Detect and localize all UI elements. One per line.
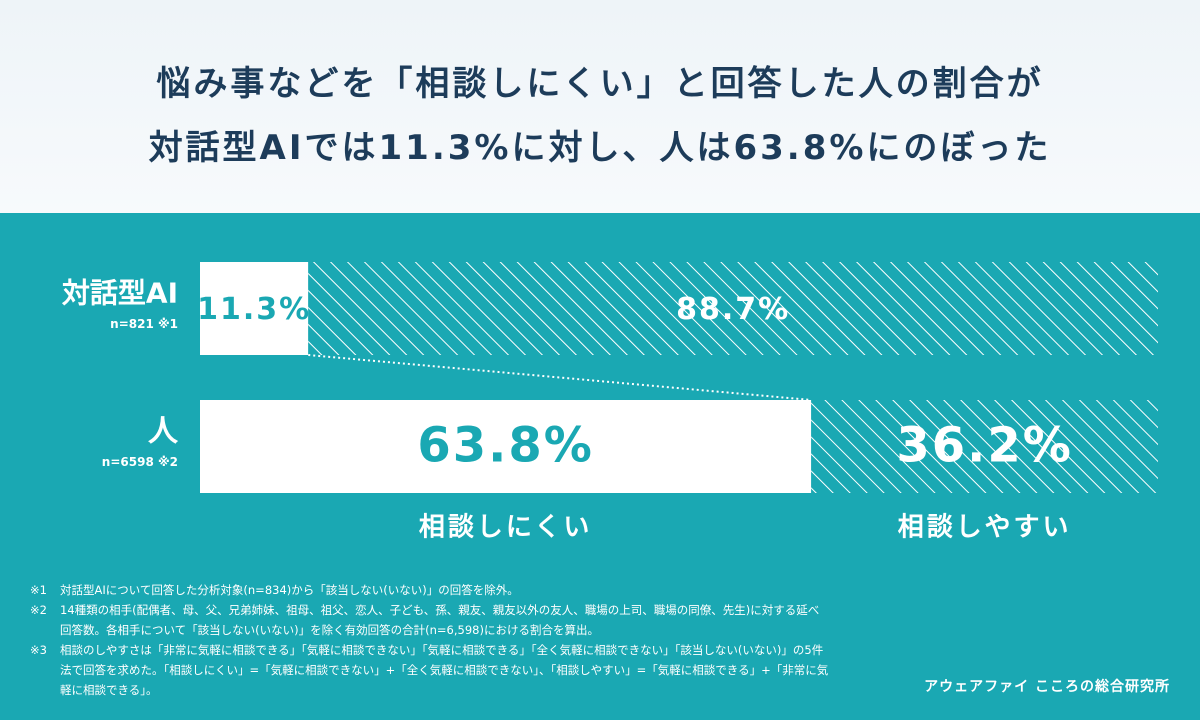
bar-segment [811, 400, 1158, 493]
bar-segment [200, 262, 309, 355]
legend-label: 相談しやすい [898, 513, 1072, 543]
value-label: 88.7% [676, 292, 790, 327]
title-line: 対話型AIでは11.3%に対し、人は63.8%にのぼった [148, 128, 1052, 168]
category-label: 対話型AI [62, 277, 178, 310]
title-line: 悩み事などを「相談しにくい」と回答した人の割合が [156, 64, 1044, 104]
category-note: n=6598 ※2 [102, 455, 178, 469]
source: アウェアファイ こころの総合研究所 [924, 679, 1170, 695]
category-label: 人 [147, 414, 179, 449]
footnote-text: 14種類の相手(配偶者、母、父、兄弟姉妹、祖母、祖父、恋人、子ども、孫、親友、親… [60, 603, 820, 637]
footnote-marker: ※3 [30, 643, 47, 657]
footnote: ※2 14種類の相手(配偶者、母、父、兄弟姉妹、祖母、祖父、恋人、子ども、孫、親友… [30, 600, 830, 640]
header: 悩み事などを「相談しにくい」と回答した人の割合が 対話型AIでは11.3%に対し… [0, 0, 1200, 213]
value-label: 63.8% [417, 418, 594, 474]
value-label: 36.2% [896, 418, 1073, 474]
bar-segment [200, 400, 812, 493]
footnote-text: 対話型AIについて回答した分析対象(n=834)から「該当しない(いない)」の回… [60, 583, 519, 597]
footnote-text: 相談のしやすさは「非常に気軽に相談できる」「気軽に相談できない」「気軽に相談でき… [60, 643, 829, 697]
bar-segment [308, 262, 1158, 355]
footnote-marker: ※2 [30, 603, 47, 617]
value-label: 11.3% [197, 292, 311, 327]
footnote: ※1 対話型AIについて回答した分析対象(n=834)から「該当しない(いない)」… [30, 580, 830, 600]
connector [308, 354, 812, 401]
legend-label: 相談しにくい [419, 513, 592, 543]
footnote: ※3 相談のしやすさは「非常に気軽に相談できる」「気軽に相談できない」「気軽に相談… [30, 640, 830, 700]
category-note: n=821 ※1 [110, 317, 178, 331]
footnotes: ※1 対話型AIについて回答した分析対象(n=834)から「該当しない(いない)」… [30, 580, 830, 700]
footnote-marker: ※1 [30, 583, 47, 597]
